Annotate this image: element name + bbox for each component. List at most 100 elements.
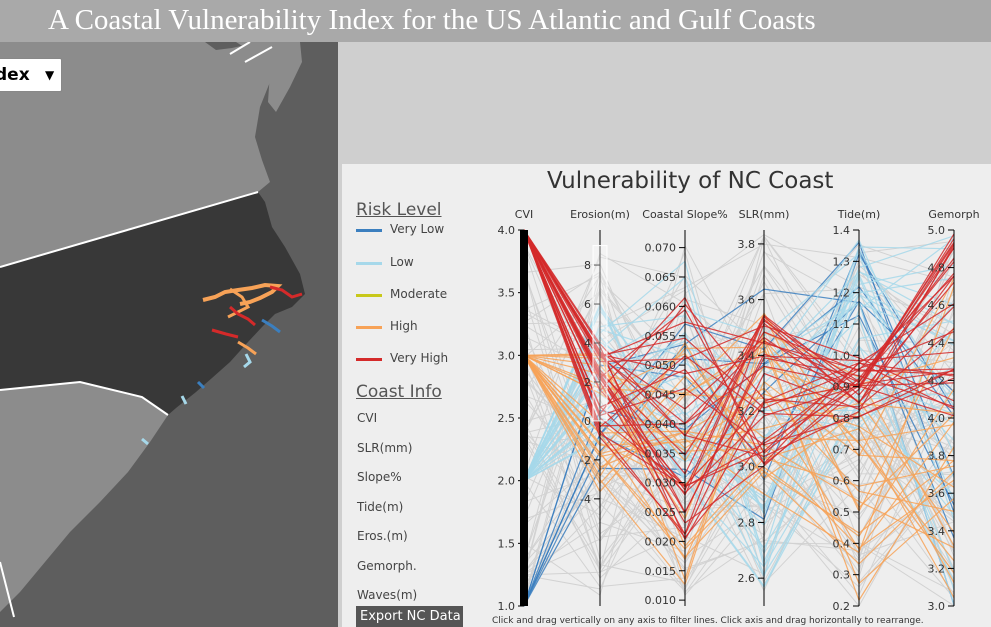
index-selector[interactable]: dex ▼ — [0, 58, 62, 92]
axis-title: Tide(m) — [837, 208, 881, 221]
chart-instructions: Click and drag vertically on any axis to… — [492, 616, 924, 626]
axis-tick-label: 3.0 — [498, 349, 516, 362]
index-selector-label: dex — [0, 65, 30, 85]
axis-tick-label: 2.0 — [498, 475, 516, 488]
panel-title: Vulnerability of NC Coast — [547, 168, 834, 194]
page-title: A Coastal Vulnerability Index for the US… — [48, 4, 816, 36]
info-item-slr[interactable]: SLR(mm) — [357, 441, 413, 455]
axis-tick-label: 3.8 — [738, 238, 756, 251]
map-border-top — [229, 42, 273, 63]
map-border-va-nc — [0, 191, 259, 268]
info-item-geomorph[interactable]: Gemorph. — [357, 559, 417, 573]
legend-item-high[interactable]: High — [356, 319, 486, 335]
background-line — [523, 252, 955, 587]
data-line-very-high — [523, 229, 955, 428]
axis-brush[interactable] — [592, 245, 608, 422]
info-item-cvi[interactable]: CVI — [357, 411, 378, 425]
legend-label: Very Low — [390, 222, 445, 236]
axis-tick-label: 0.2 — [833, 600, 851, 613]
axis-tidem: 0.2 0.3 0.4 0.5 0.6 0.7 0.8 0.9 1.0 1.1 1.2 1.3 1.4 T… — [833, 208, 881, 613]
data-line-very-high — [523, 229, 955, 437]
axis-tick-label: -2 — [580, 454, 591, 467]
legend-label: Moderate — [390, 287, 448, 301]
axis-tick-label: 2 — [584, 376, 591, 389]
axis-tick-label: 0.9 — [833, 381, 851, 394]
legend-label: High — [390, 319, 418, 333]
axis-tick-label: 4.4 — [928, 337, 946, 350]
data-line-very-high — [523, 229, 955, 487]
axis-tick-label: 4 — [584, 337, 591, 350]
axis-tick-label: 0.015 — [645, 565, 677, 578]
axis-tick-label: 1.1 — [833, 318, 851, 331]
data-line-very-high — [523, 229, 955, 497]
axis-tick-label: 4.0 — [928, 412, 946, 425]
background-line — [523, 234, 955, 597]
data-line-very-high — [523, 229, 955, 402]
info-item-waves[interactable]: Waves(m) — [357, 588, 418, 602]
legend-item-very-high[interactable]: Very High — [356, 351, 486, 367]
axis-title: SLR(mm) — [739, 208, 790, 221]
data-line-high — [523, 355, 955, 551]
map-peninsula — [236, 42, 302, 112]
background-line — [523, 274, 955, 473]
axis-tick-label: 0.070 — [645, 242, 677, 255]
chevron-down-icon: ▼ — [45, 68, 55, 82]
map-state-south-carolina — [0, 382, 168, 612]
data-line-low — [523, 320, 955, 507]
legend-swatch — [356, 294, 382, 297]
data-line-high — [523, 313, 955, 513]
data-line-very-high — [523, 229, 955, 456]
map-view[interactable] — [0, 42, 338, 627]
risk-level-heading: Risk Level — [356, 200, 442, 220]
axis-tick-label: 2.5 — [498, 412, 516, 425]
data-line-very-high — [523, 229, 955, 536]
axis-tick-label: 3.2 — [928, 562, 946, 575]
axis-tick-label: 6 — [584, 298, 591, 311]
axis-tick-label: 3.0 — [738, 461, 756, 474]
axis-tick-label: 1.4 — [833, 224, 851, 237]
axis-tick-label: 1.0 — [833, 349, 851, 362]
axis-tick-label: 3.8 — [928, 450, 946, 463]
axis-tick-label: 0.055 — [645, 330, 677, 343]
axis-tick-label: 0.030 — [645, 477, 677, 490]
axis-tick-label: 3.4 — [738, 349, 756, 362]
axis-tick-label: -4 — [580, 493, 591, 506]
axis-tick-label: 0.060 — [645, 300, 677, 313]
legend-swatch — [356, 262, 382, 265]
axis-tick-label: 3.6 — [738, 294, 756, 307]
axis-tick-label: 0.050 — [645, 359, 677, 372]
legend-swatch — [356, 326, 382, 329]
axis-tick-label: 8 — [584, 259, 591, 272]
data-line-high — [523, 338, 955, 574]
axis-tick-label: 0.6 — [833, 475, 851, 488]
legend-item-low[interactable]: Low — [356, 255, 486, 271]
info-item-slope[interactable]: Slope% — [357, 470, 402, 484]
background-line — [523, 273, 955, 434]
data-line-low — [523, 248, 955, 556]
background-line — [523, 471, 955, 573]
legend-item-very-low[interactable]: Very Low — [356, 222, 486, 238]
axis-cvi: 1.0 1.5 2.0 2.5 3.0 3.5 4.0 CVI — [498, 208, 534, 613]
map-coast-segments[interactable] — [141, 282, 303, 446]
data-line-very-high — [523, 229, 955, 492]
export-nc-data-button[interactable]: Export NC Data — [356, 606, 463, 627]
info-item-tide[interactable]: Tide(m) — [357, 500, 404, 514]
axis-tick-label: 2.8 — [738, 516, 756, 529]
map-border-ga — [0, 561, 15, 618]
data-line-very-high — [523, 229, 955, 488]
axis-tick-label: 0.040 — [645, 418, 677, 431]
legend-item-moderate[interactable]: Moderate — [356, 287, 486, 303]
axis-tick-label: 3.5 — [498, 287, 516, 300]
axis-tick-label: 0.025 — [645, 506, 677, 519]
parallel-coordinates-chart[interactable]: 1.0 1.5 2.0 2.5 3.0 3.5 4.0 CVI -4 -2 0 2 4 6 8 Erosion… — [482, 204, 991, 616]
info-item-erosion[interactable]: Eros.(m) — [357, 529, 408, 543]
data-line-high — [523, 338, 955, 602]
map-state-north-carolina[interactable] — [0, 192, 305, 415]
axis-tick-label: 4.8 — [928, 262, 946, 275]
data-line-very-high — [523, 229, 955, 410]
axis-tick-label: 0.020 — [645, 535, 677, 548]
coast-info-heading: Coast Info — [356, 382, 442, 402]
axis-gemorph: 3.0 3.2 3.4 3.6 3.8 4.0 4.2 4.4 4.6 4.8 5.0 Gemorph — [928, 208, 980, 613]
axis-tick-label: 0.4 — [833, 537, 851, 550]
data-line-high — [523, 354, 955, 512]
